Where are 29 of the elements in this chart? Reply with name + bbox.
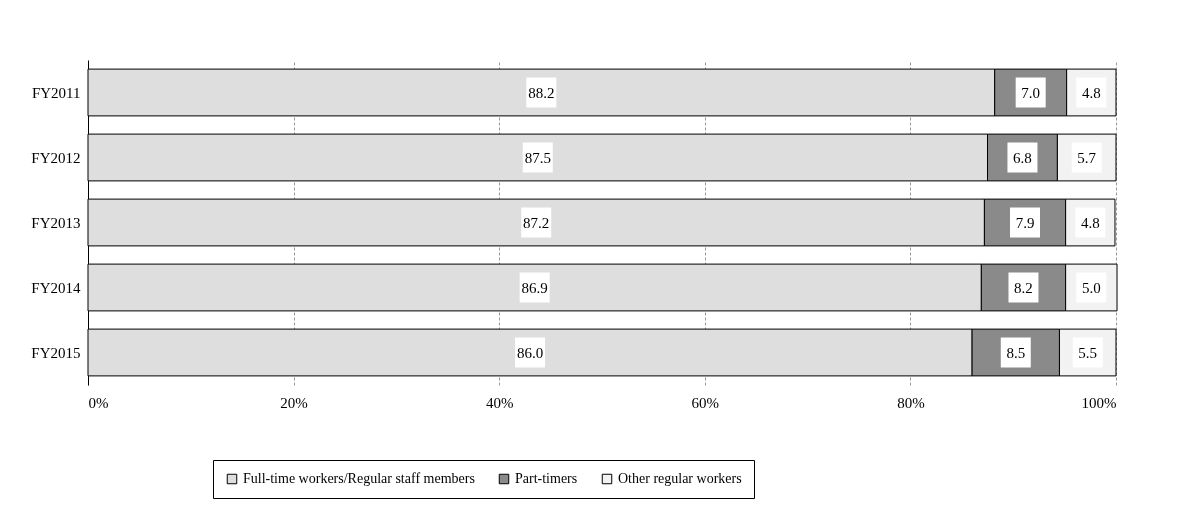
y-tick-label: FY2011 bbox=[31, 84, 81, 101]
data-label: 7.0 bbox=[1021, 84, 1041, 101]
data-label: 8.2 bbox=[1014, 279, 1033, 296]
legend-label: Full-time workers/Regular staff members bbox=[243, 471, 475, 486]
y-tick-label: FY2013 bbox=[31, 214, 81, 231]
x-tick-label: 20% bbox=[280, 394, 308, 411]
data-label: 6.8 bbox=[1013, 149, 1032, 166]
x-tick-label: 100% bbox=[1081, 394, 1117, 411]
legend-label: Other regular workers bbox=[618, 471, 742, 486]
y-tick-label: FY2012 bbox=[31, 149, 81, 166]
x-tick-label: 0% bbox=[88, 394, 109, 411]
y-tick-label: FY2014 bbox=[31, 279, 81, 296]
x-tick-label: 40% bbox=[485, 394, 514, 411]
data-label: 8.5 bbox=[1006, 344, 1026, 361]
y-tick-label: FY2015 bbox=[31, 344, 81, 361]
data-label: 87.2 bbox=[523, 214, 550, 231]
data-label: 87.5 bbox=[524, 149, 551, 166]
data-label: 4.8 bbox=[1080, 214, 1100, 231]
data-label: 5.0 bbox=[1081, 279, 1101, 296]
x-tick-label: 80% bbox=[897, 394, 925, 411]
data-label: 86.0 bbox=[516, 344, 544, 361]
x-tick-label: 60% bbox=[691, 394, 720, 411]
data-label: 4.8 bbox=[1081, 84, 1101, 101]
data-label: 5.5 bbox=[1078, 344, 1098, 361]
data-label: 86.9 bbox=[521, 279, 548, 296]
legend-label: Part-timers bbox=[515, 471, 578, 486]
data-label: 88.2 bbox=[528, 84, 555, 101]
data-label: 7.9 bbox=[1015, 214, 1035, 231]
data-label: 5.7 bbox=[1077, 149, 1097, 166]
